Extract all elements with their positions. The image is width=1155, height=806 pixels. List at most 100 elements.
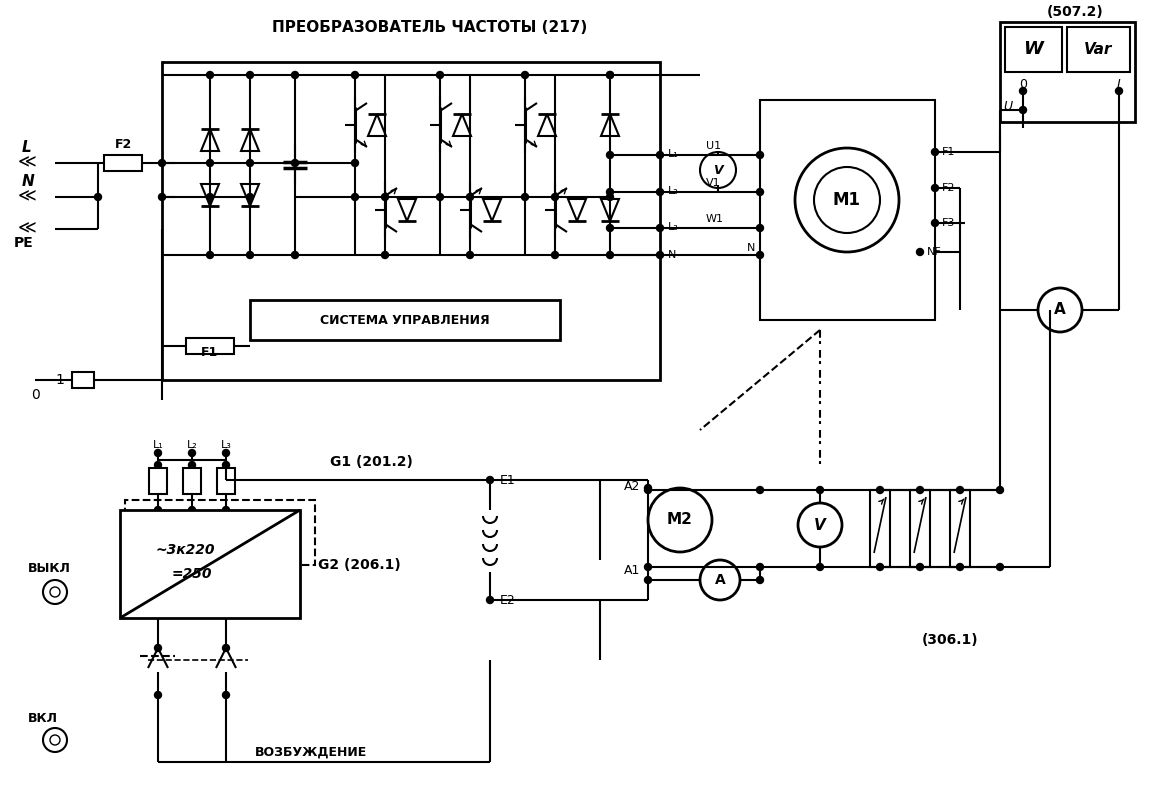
Circle shape bbox=[644, 484, 651, 492]
Circle shape bbox=[757, 487, 763, 493]
Polygon shape bbox=[538, 114, 556, 136]
Circle shape bbox=[1038, 288, 1082, 332]
Text: L₃: L₃ bbox=[221, 440, 231, 450]
Circle shape bbox=[757, 251, 763, 259]
Circle shape bbox=[1020, 88, 1027, 94]
Text: A: A bbox=[1055, 302, 1066, 318]
Text: M1: M1 bbox=[833, 191, 860, 209]
Bar bbox=[125, 500, 315, 565]
Circle shape bbox=[158, 160, 165, 167]
Circle shape bbox=[291, 251, 298, 259]
Circle shape bbox=[246, 160, 253, 167]
Polygon shape bbox=[201, 184, 219, 206]
Text: L₁: L₁ bbox=[668, 149, 679, 159]
Circle shape bbox=[656, 189, 663, 196]
Bar bbox=[120, 510, 300, 618]
Text: F2: F2 bbox=[942, 183, 955, 193]
Bar bbox=[162, 62, 660, 380]
Circle shape bbox=[1020, 106, 1027, 114]
Circle shape bbox=[956, 563, 963, 571]
Bar bbox=[149, 468, 167, 494]
Circle shape bbox=[467, 193, 474, 201]
Circle shape bbox=[817, 563, 824, 571]
Text: L: L bbox=[22, 140, 31, 156]
Text: ≪: ≪ bbox=[18, 187, 37, 205]
Circle shape bbox=[223, 506, 230, 513]
Circle shape bbox=[817, 487, 824, 493]
Text: F2: F2 bbox=[114, 138, 132, 151]
Circle shape bbox=[606, 189, 613, 196]
Bar bbox=[870, 490, 891, 567]
Text: V: V bbox=[713, 164, 723, 177]
Circle shape bbox=[351, 193, 358, 201]
Circle shape bbox=[188, 506, 195, 513]
Circle shape bbox=[606, 251, 613, 259]
Text: N: N bbox=[22, 175, 35, 189]
Bar bbox=[249, 300, 560, 340]
Circle shape bbox=[381, 193, 388, 201]
Text: N: N bbox=[668, 250, 677, 260]
Circle shape bbox=[223, 462, 230, 468]
Polygon shape bbox=[568, 199, 586, 221]
Text: U: U bbox=[1004, 99, 1013, 113]
Circle shape bbox=[1116, 88, 1123, 94]
Circle shape bbox=[43, 580, 67, 604]
Bar bbox=[72, 372, 94, 388]
Text: Var: Var bbox=[1083, 41, 1112, 56]
Text: W: W bbox=[1023, 40, 1043, 58]
Polygon shape bbox=[601, 114, 619, 136]
Bar bbox=[910, 490, 930, 567]
Text: 0: 0 bbox=[31, 388, 39, 402]
Text: E1: E1 bbox=[500, 473, 516, 487]
Circle shape bbox=[956, 487, 963, 493]
Circle shape bbox=[207, 193, 214, 201]
Circle shape bbox=[223, 692, 230, 699]
Circle shape bbox=[877, 487, 884, 493]
Circle shape bbox=[931, 148, 939, 156]
Circle shape bbox=[155, 692, 162, 699]
Bar bbox=[217, 468, 234, 494]
Circle shape bbox=[648, 488, 711, 552]
Text: E2: E2 bbox=[500, 593, 516, 606]
Circle shape bbox=[798, 503, 842, 547]
Text: ВОЗБУЖДЕНИЕ: ВОЗБУЖДЕНИЕ bbox=[255, 746, 367, 758]
Text: NF: NF bbox=[927, 247, 941, 257]
Circle shape bbox=[223, 645, 230, 651]
Circle shape bbox=[351, 72, 358, 78]
Bar bbox=[1000, 22, 1135, 122]
Polygon shape bbox=[241, 129, 259, 151]
Circle shape bbox=[207, 160, 214, 167]
Circle shape bbox=[700, 152, 736, 188]
Text: W1: W1 bbox=[706, 214, 724, 224]
Circle shape bbox=[814, 167, 880, 233]
Bar bbox=[182, 468, 201, 494]
Circle shape bbox=[246, 193, 253, 201]
Circle shape bbox=[437, 72, 444, 78]
Text: ПРЕОБРАЗОВАТЕЛЬ ЧАСТОТЫ (217): ПРЕОБРАЗОВАТЕЛЬ ЧАСТОТЫ (217) bbox=[273, 20, 588, 35]
Text: A2: A2 bbox=[624, 480, 640, 492]
Text: L₁: L₁ bbox=[152, 440, 163, 450]
Text: N: N bbox=[746, 243, 755, 253]
Bar bbox=[760, 100, 936, 320]
Text: G1 (201.2): G1 (201.2) bbox=[330, 455, 412, 469]
Text: 1: 1 bbox=[55, 373, 65, 387]
Circle shape bbox=[207, 72, 214, 78]
Bar bbox=[104, 155, 142, 171]
Text: F3: F3 bbox=[942, 218, 955, 228]
Circle shape bbox=[656, 251, 663, 259]
Circle shape bbox=[606, 72, 613, 78]
Circle shape bbox=[158, 193, 165, 201]
Circle shape bbox=[43, 728, 67, 752]
Circle shape bbox=[757, 563, 763, 571]
Circle shape bbox=[381, 251, 388, 259]
Bar bbox=[1005, 27, 1061, 72]
Text: F1: F1 bbox=[942, 147, 955, 157]
Text: A1: A1 bbox=[624, 563, 640, 576]
Circle shape bbox=[757, 225, 763, 231]
Circle shape bbox=[188, 450, 195, 456]
Text: L₃: L₃ bbox=[668, 222, 679, 232]
Text: A: A bbox=[715, 573, 725, 587]
Circle shape bbox=[757, 189, 763, 196]
Circle shape bbox=[917, 248, 924, 256]
Text: G2 (206.1): G2 (206.1) bbox=[318, 558, 401, 572]
